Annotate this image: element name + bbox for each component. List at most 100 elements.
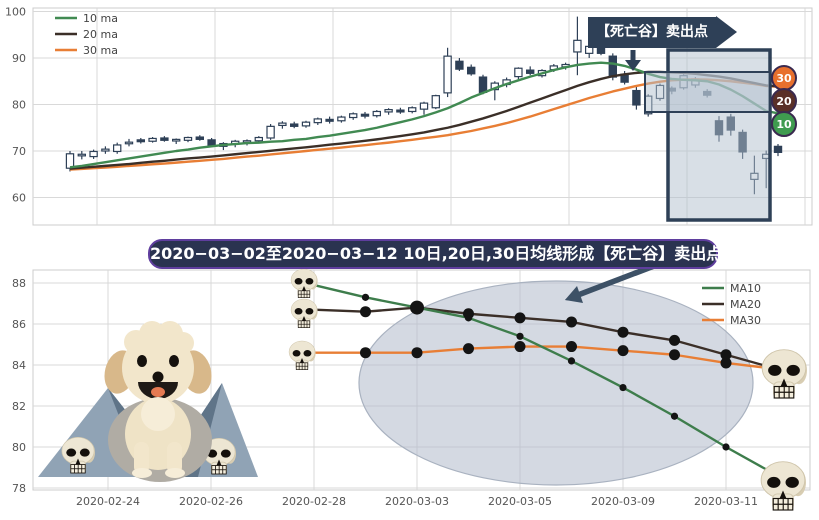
candle — [112, 142, 122, 154]
y-tick-label: 60 — [12, 192, 26, 205]
ma-badge-30: 30 — [771, 65, 797, 91]
data-point — [669, 349, 680, 361]
candle — [467, 64, 476, 76]
candle — [183, 136, 193, 143]
ma-line-chart: 88 86 84 82 80 78 2020-02-24 2020-02-26 2020-02-… — [12, 263, 811, 511]
candle — [290, 121, 299, 129]
bottom-legend: MA10 MA20 MA30 — [702, 282, 761, 327]
data-point — [720, 349, 732, 361]
candle — [136, 137, 145, 144]
data-point — [670, 412, 679, 420]
y-tick-label: 100 — [5, 6, 26, 19]
data-point — [720, 357, 732, 369]
y-tick-label: 80 — [12, 441, 26, 454]
skull-icon — [290, 268, 318, 298]
top-legend: 10 ma 20 ma 30 ma — [55, 12, 118, 57]
x-tick-label: 2020-03-11 — [694, 495, 758, 508]
sell-point-callout-text: 【死亡谷】卖出点 — [596, 24, 708, 40]
skull-icon — [61, 436, 95, 474]
data-point — [361, 293, 370, 301]
ma30-line — [314, 345, 778, 371]
candle — [301, 120, 311, 128]
candle — [349, 112, 358, 120]
candle — [490, 81, 500, 101]
data-point — [617, 345, 629, 357]
data-point — [619, 383, 627, 392]
sell-point-callout: 【死亡谷】卖出点 — [588, 16, 737, 48]
data-point — [566, 341, 577, 353]
legend-item: 30 ma — [55, 44, 118, 57]
badge-label: 30 — [776, 72, 792, 85]
ma-badges: 30 20 10 — [771, 65, 797, 137]
data-point — [360, 306, 371, 318]
candle — [148, 137, 157, 143]
ma-badge-20: 20 — [771, 88, 797, 114]
y-tick-label: 88 — [12, 277, 26, 290]
candle — [525, 66, 535, 76]
y-tick-label: 80 — [12, 99, 26, 112]
candle — [372, 110, 382, 118]
legend-item: MA20 — [702, 298, 761, 311]
candle — [384, 108, 393, 115]
y-tick-label: 78 — [12, 482, 26, 495]
candle — [514, 67, 523, 80]
candle — [396, 107, 405, 114]
poodle-illustration — [104, 321, 212, 482]
bottom-plot-border — [32, 269, 811, 491]
ma10-line — [313, 283, 779, 477]
data-point — [463, 343, 474, 355]
candle — [124, 138, 134, 147]
skull-icon — [760, 461, 806, 511]
x-tick-label: 2020-03-05 — [488, 495, 552, 508]
legend-label: 30 ma — [83, 44, 118, 57]
candle — [313, 117, 323, 125]
annotation-arrow — [565, 263, 655, 303]
candle — [278, 121, 287, 129]
candle — [266, 124, 275, 140]
data-point — [516, 332, 524, 340]
candle — [360, 111, 370, 119]
candle — [101, 146, 110, 154]
legend-item: 10 ma — [55, 12, 118, 25]
data-point — [463, 308, 474, 320]
legend-label: 10 ma — [83, 12, 118, 25]
candle — [160, 136, 169, 142]
candle — [408, 106, 417, 114]
top-plot-border — [32, 7, 813, 226]
x-tick-label: 2020-02-24 — [76, 495, 140, 508]
skull-icon — [290, 298, 318, 328]
candle — [195, 135, 204, 141]
data-point — [514, 341, 526, 353]
x-tick-label: 2020-03-03 — [385, 495, 449, 508]
legend-label: MA10 — [730, 282, 761, 295]
data-points — [360, 293, 732, 451]
skull-icon — [761, 349, 807, 399]
x-tick-label: 2020-02-26 — [179, 495, 243, 508]
y-tick-label: 70 — [12, 145, 26, 158]
candle — [172, 138, 181, 145]
ma-cross-box — [644, 71, 771, 113]
skull-icon — [288, 340, 316, 370]
candlestick-chart: 100 90 80 70 60 10 ma 20 ma 30 ma 30 20 10 — [5, 6, 813, 226]
x-tick-label: 2020-03-09 — [591, 495, 655, 508]
data-point — [410, 300, 424, 315]
legend-label: MA30 — [730, 314, 761, 327]
y-tick-label: 90 — [12, 52, 26, 65]
data-point — [566, 316, 577, 328]
candle — [455, 58, 464, 72]
candle — [77, 151, 86, 160]
badge-label: 10 — [776, 118, 792, 131]
candle — [325, 116, 334, 124]
candle — [337, 115, 346, 123]
down-arrow-icon — [625, 50, 641, 71]
legend-label: MA20 — [730, 298, 761, 311]
death-valley-ellipse — [358, 280, 754, 486]
candle — [443, 47, 452, 98]
legend-label: 20 ma — [83, 28, 118, 41]
y-tick-label: 84 — [12, 359, 26, 372]
legend-item: 20 ma — [55, 28, 118, 41]
summary-banner: 2020−03−02至2020−03−12 10日,20日,30日均线形成【死亡… — [148, 239, 722, 269]
y-tick-label: 86 — [12, 318, 26, 331]
candle — [419, 101, 429, 115]
